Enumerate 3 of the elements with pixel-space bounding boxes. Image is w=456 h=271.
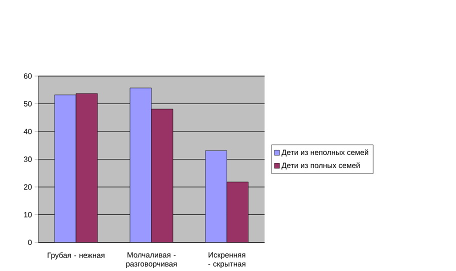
bar [76, 94, 98, 243]
bar [226, 182, 249, 243]
bar [151, 109, 173, 243]
